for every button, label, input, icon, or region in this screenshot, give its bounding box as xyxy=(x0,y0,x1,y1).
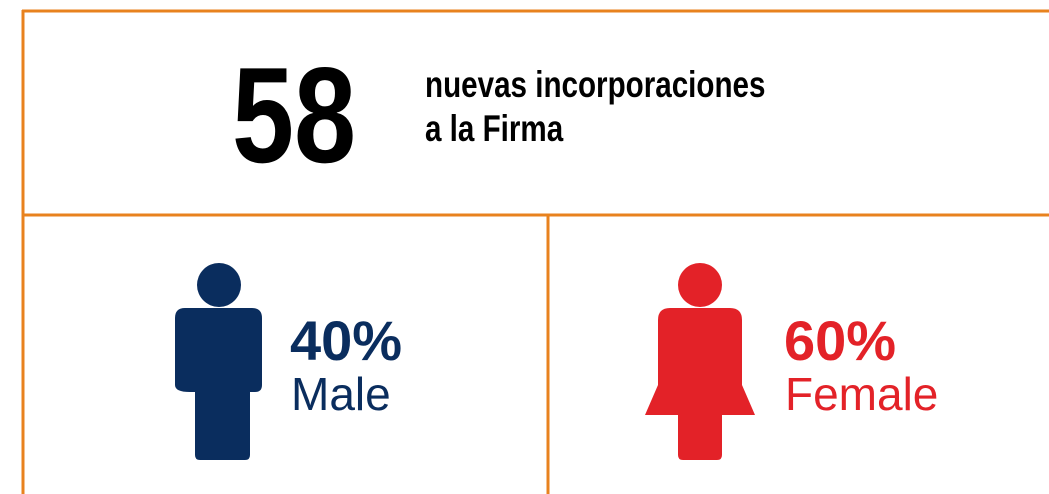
male-icon xyxy=(175,263,262,460)
icon-head xyxy=(678,263,722,307)
icon-body xyxy=(175,308,262,460)
header-number-group: 58 xyxy=(232,40,356,192)
header-line: a la Firma xyxy=(425,109,564,150)
header-text-group: nuevas incorporaciones a la Firma xyxy=(425,65,765,150)
header-line: nuevas incorporaciones xyxy=(425,65,765,106)
stat-label: Male xyxy=(291,368,391,420)
stat-percent: 40% xyxy=(290,309,402,372)
stat-label: Female xyxy=(785,368,938,420)
frame xyxy=(21,9,1049,494)
header-number: 58 xyxy=(232,40,356,192)
stat-percent: 60% xyxy=(784,309,896,372)
icon-body xyxy=(645,308,755,460)
female-icon xyxy=(645,263,755,460)
icon-head xyxy=(197,263,241,307)
